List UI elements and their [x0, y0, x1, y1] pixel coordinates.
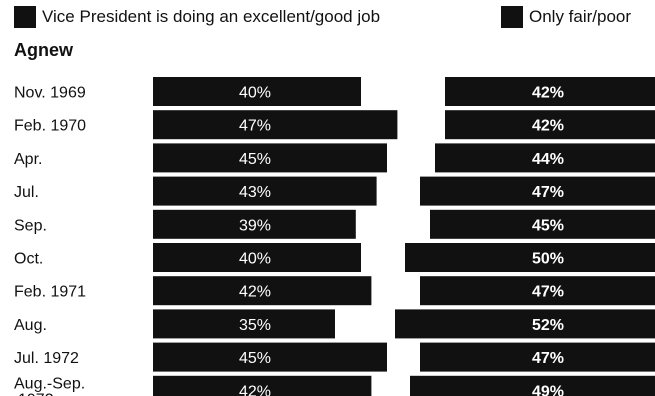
- data-label-fair-poor: 52%: [532, 317, 564, 334]
- data-label-fair-poor: 47%: [532, 350, 564, 367]
- data-label-excellent-good: 45%: [239, 151, 271, 168]
- data-label-excellent-good: 45%: [239, 350, 271, 367]
- category-label: Jul.: [14, 184, 39, 201]
- category-label: Oct.: [14, 251, 43, 268]
- bar-excellent-good: [153, 243, 361, 272]
- bar-fair-poor: [410, 375, 655, 396]
- data-label-excellent-good: 43%: [239, 184, 271, 201]
- data-label-excellent-good: 47%: [239, 118, 271, 135]
- chart-title: Agnew: [14, 40, 74, 60]
- bar-excellent-good: [153, 176, 377, 206]
- bar-fair-poor: [420, 176, 655, 206]
- legend-label-good: Vice President is doing an excellent/goo…: [42, 7, 381, 26]
- data-label-excellent-good: 39%: [239, 217, 271, 234]
- bar-fair-poor: [435, 143, 655, 173]
- bar-excellent-good: [153, 309, 335, 339]
- data-label-excellent-good: 40%: [239, 251, 271, 268]
- bar-excellent-good: [153, 110, 398, 140]
- data-label-fair-poor: 50%: [532, 251, 564, 268]
- bar-excellent-good: [153, 77, 361, 106]
- bar-excellent-good: [153, 375, 372, 396]
- category-label: Apr.: [14, 151, 42, 168]
- bar-fair-poor: [445, 110, 655, 140]
- category-label: Sep.: [14, 217, 47, 234]
- data-label-fair-poor: 47%: [532, 284, 564, 301]
- category-label: Aug.: [14, 317, 47, 334]
- bar-fair-poor: [430, 209, 655, 239]
- bar-fair-poor: [395, 309, 655, 339]
- bar-excellent-good: [153, 342, 387, 372]
- bar-excellent-good: [153, 209, 356, 239]
- category-label: Aug.-Sep.1973: [14, 375, 85, 396]
- data-label-fair-poor: 49%: [532, 383, 564, 396]
- data-label-fair-poor: 42%: [532, 85, 564, 102]
- legend-label-fair-poor: Only fair/poor: [529, 7, 632, 26]
- data-label-fair-poor: 47%: [532, 184, 564, 201]
- bar-fair-poor: [420, 342, 655, 372]
- category-label: Feb. 1970: [14, 118, 86, 135]
- data-label-fair-poor: 44%: [532, 151, 564, 168]
- data-label-excellent-good: 40%: [239, 85, 271, 102]
- data-label-excellent-good: 42%: [239, 284, 271, 301]
- category-label: Nov. 1969: [14, 85, 86, 102]
- bar-fair-poor: [445, 77, 655, 106]
- data-label-excellent-good: 42%: [239, 383, 271, 396]
- data-label-fair-poor: 42%: [532, 118, 564, 135]
- category-label: Jul. 1972: [14, 350, 79, 367]
- category-label: Feb. 1971: [14, 284, 86, 301]
- data-label-fair-poor: 45%: [532, 217, 564, 234]
- legend-swatch-good: [14, 6, 36, 28]
- legend-swatch-fair-poor: [501, 6, 523, 28]
- bar-excellent-good: [153, 143, 387, 173]
- bar-fair-poor: [420, 276, 655, 306]
- bar-excellent-good: [153, 276, 372, 306]
- bar-fair-poor: [405, 243, 655, 272]
- data-label-excellent-good: 35%: [239, 317, 271, 334]
